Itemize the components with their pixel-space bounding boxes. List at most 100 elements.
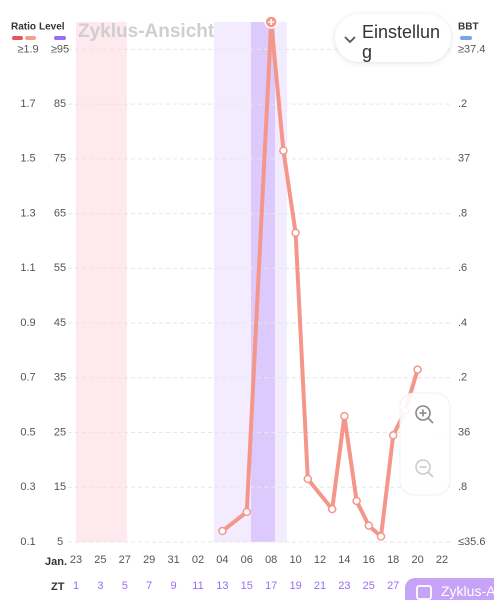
line-segment [305, 477, 335, 512]
ratio-tick-label: 1.5 [20, 153, 35, 165]
point-marker [218, 526, 227, 536]
point-marker [376, 532, 386, 541]
x-tick-label: 25 [94, 554, 106, 566]
zt-label: 13 [216, 580, 228, 592]
zt-label: 11 [192, 580, 203, 592]
x-tick-label: 14 [338, 554, 350, 566]
line-segment [293, 230, 310, 482]
legend-bbt: BBT [458, 22, 479, 33]
line-segment [269, 20, 286, 153]
legend-swatch [25, 36, 36, 40]
zoom-in[interactable] [415, 405, 434, 424]
cycle-view-button[interactable]: Zyklus-Ansicht [405, 578, 494, 600]
bbt-tick-label: 37 [458, 153, 470, 165]
level-tick-label: 5 [57, 536, 63, 548]
x-tick-label: 22 [436, 554, 448, 566]
bbt-tick-label: 36 [458, 426, 470, 438]
level-tick-label: 25 [54, 426, 66, 438]
ratio-tick-label: 0.1 [20, 536, 35, 548]
zt-label: 21 [314, 580, 326, 592]
ratio-tick-label: 0.5 [20, 426, 35, 438]
bbt-tick-label: .4 [458, 317, 467, 329]
line-segment [244, 20, 274, 514]
line-segment [354, 498, 371, 528]
bbt-tick-label: .6 [458, 262, 467, 274]
legend-swatch [54, 36, 66, 40]
ratio-tick-label: 0.9 [20, 317, 35, 329]
button-label: Zyklus-Ansicht [441, 583, 494, 599]
line-segment [281, 148, 298, 235]
zt-label: 27 [387, 580, 399, 592]
x-tick-label: 12 [314, 554, 326, 566]
legend-ratio: Ratio [11, 22, 36, 33]
chevron-icon [344, 36, 356, 44]
zt-label: 15 [241, 580, 253, 592]
x-tick-label: 10 [289, 554, 301, 566]
line-segment [342, 414, 359, 503]
x-tick-label: 02 [192, 554, 204, 566]
level-tick-label: 15 [54, 481, 66, 493]
zt-label: ZT [51, 581, 65, 593]
zoom-out[interactable] [415, 459, 434, 478]
point-marker [352, 496, 361, 506]
ovulation-band [251, 22, 275, 542]
ratio-tick-label: 1.7 [20, 98, 35, 110]
bbt-tick-label: ≤35.6 [458, 536, 485, 548]
point-marker [364, 521, 374, 530]
bbt-tick-label: .8 [458, 481, 467, 493]
bbt-tick-label: .8 [458, 207, 467, 219]
level-tick-label: 35 [54, 372, 66, 384]
zt-label: 7 [146, 580, 152, 592]
point-marker [413, 365, 422, 374]
zt-label: 17 [265, 580, 277, 592]
level-tick-label: 45 [54, 317, 66, 329]
settings-dropdown[interactable]: Einstellung [335, 14, 451, 62]
x-tick-label: 31 [167, 554, 179, 566]
line-segment [220, 509, 249, 534]
zt-label: 1 [73, 580, 79, 592]
zt-label: 19 [289, 580, 301, 592]
zt-label: 23 [338, 580, 350, 592]
point-marker [291, 228, 300, 237]
point-marker [279, 146, 288, 155]
chart-title: Zyklus-Ansicht [78, 21, 215, 42]
period-band [76, 22, 127, 542]
bbt-tick-label: .2 [458, 372, 467, 384]
bbt-tick-label: .2 [458, 98, 467, 110]
point-marker [242, 507, 252, 517]
level-tick-label: 55 [54, 262, 66, 274]
legend-swatch [460, 36, 472, 40]
x-tick-label: 27 [119, 554, 131, 566]
x-tick-label: 29 [143, 554, 155, 566]
level-tick-label: 75 [54, 153, 66, 165]
level-tick-label: 65 [54, 207, 66, 219]
line-segment [330, 414, 347, 512]
x-tick-label: 04 [216, 554, 228, 566]
zoom-panel-bg [399, 392, 451, 496]
x-tick-label: 06 [241, 554, 253, 566]
x-tick-label: 18 [387, 554, 399, 566]
zt-label: 3 [97, 580, 103, 592]
zt-label: 5 [122, 580, 128, 592]
ratio-tick-label: ≥1.9 [17, 43, 38, 55]
ratio-tick-label: 0.3 [20, 481, 35, 493]
settings-label: Einstellung [362, 22, 441, 62]
zoom-panel [399, 392, 451, 496]
point-marker [340, 411, 349, 421]
month-label: Jan. [45, 556, 67, 568]
point-marker [327, 504, 337, 514]
bbt-tick-label: ≥37.4 [458, 43, 485, 55]
ratio-tick-label: 1.3 [20, 207, 35, 219]
legend-level: Level [39, 22, 65, 33]
peak-plus [268, 19, 275, 25]
ratio-tick-label: 0.7 [20, 372, 35, 384]
x-tick-label: 16 [363, 554, 375, 566]
line-segment [379, 433, 396, 539]
zt-label: 9 [171, 580, 177, 592]
x-tick-label: 20 [411, 554, 423, 566]
point-marker [388, 431, 398, 440]
legend-swatch [12, 36, 23, 40]
x-tick-label: 08 [265, 554, 277, 566]
